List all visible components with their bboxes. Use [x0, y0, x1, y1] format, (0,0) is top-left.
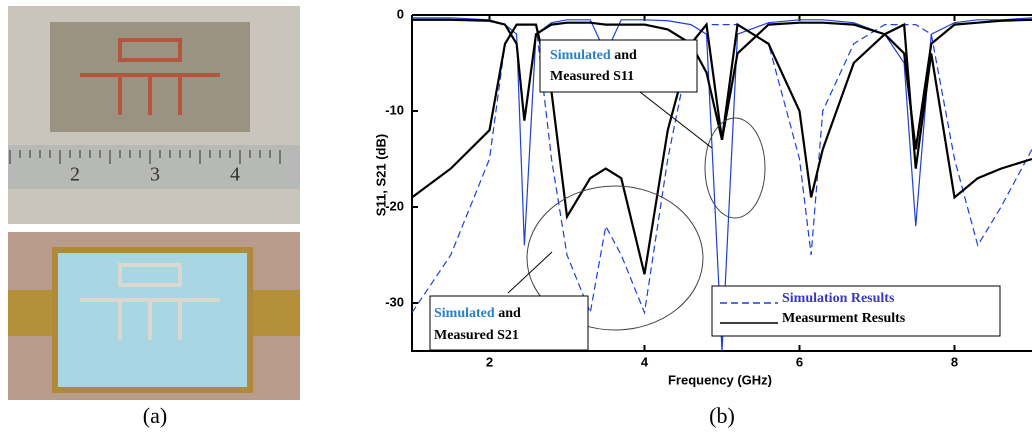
- legend-label: Measurment Results: [782, 311, 906, 326]
- annotation: Simulated and: [550, 48, 637, 63]
- ruler-label: 4: [230, 164, 240, 186]
- series-line: [411, 21, 1032, 275]
- board: [52, 247, 253, 393]
- ruler-label: 3: [150, 164, 160, 186]
- y-axis-label: S11, S21 (dB): [373, 134, 388, 216]
- arrow: [639, 91, 713, 149]
- x-tick-label: 4: [641, 354, 649, 369]
- plot: 0 -10 -20 -30 2 4 6 8: [385, 6, 1032, 369]
- ruler-ticks: [9, 150, 281, 164]
- annotation: Measured S11: [550, 69, 634, 84]
- ruler-label: 2: [70, 164, 80, 186]
- legend: Simulation Results Measurment Results: [720, 291, 906, 326]
- circuit: [80, 263, 220, 340]
- y-tick-label: -20: [385, 198, 404, 213]
- series-line: [412, 17, 1032, 352]
- circle: [526, 185, 704, 331]
- circle: [704, 117, 766, 219]
- series-line: [411, 24, 1032, 315]
- x-tick-label: 6: [796, 354, 803, 369]
- ruler: [8, 145, 300, 189]
- annotation-text: and: [614, 48, 637, 63]
- annotation-blue: Simulated: [550, 48, 611, 63]
- annotation-text: and: [498, 306, 521, 321]
- x-axis-label: Frequency (GHz): [668, 372, 772, 387]
- legend-label: Simulation Results: [782, 291, 895, 306]
- caption: (a): [143, 403, 167, 428]
- annotation: Measured S21: [434, 328, 519, 343]
- y-tick-label: 0: [397, 6, 404, 21]
- arrow: [507, 251, 553, 294]
- legend-box: [711, 285, 1001, 337]
- x-tick-label: 2: [486, 354, 493, 369]
- x-tick-label: 8: [951, 354, 958, 369]
- annotation-box: [539, 39, 698, 93]
- circuit: [80, 38, 220, 115]
- caption: (b): [709, 403, 735, 428]
- annotation: Simulated and: [434, 306, 521, 321]
- series-line: [412, 18, 1032, 150]
- y-tick-label: -30: [385, 294, 404, 309]
- axis-frame: [411, 14, 1032, 352]
- annotation-blue: Simulated: [434, 306, 495, 321]
- annotation-box: [429, 295, 589, 351]
- y-tick-label: -10: [385, 102, 404, 117]
